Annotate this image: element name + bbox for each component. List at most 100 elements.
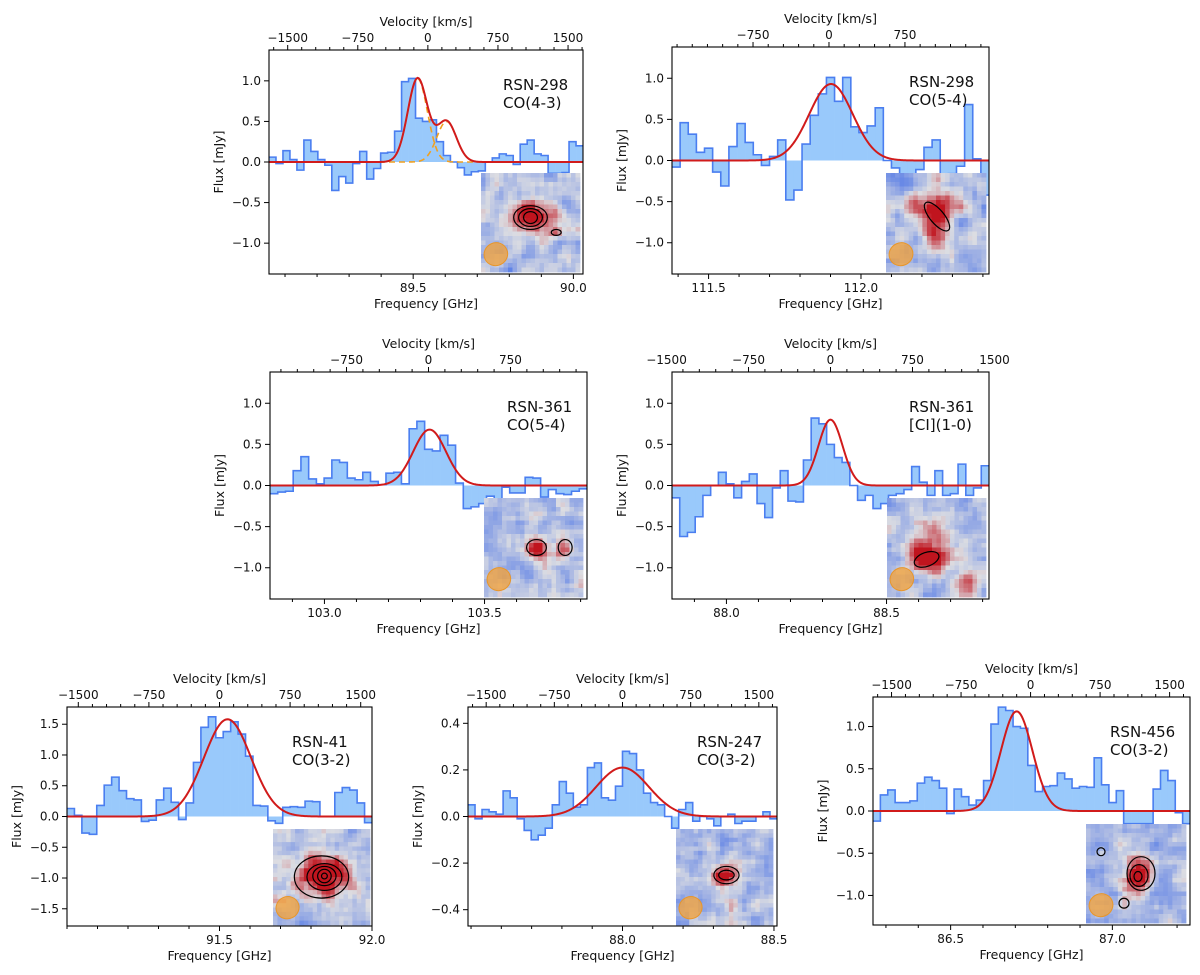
inset-pixel (904, 236, 910, 241)
inset-pixel (890, 186, 896, 192)
inset-pixel (676, 829, 681, 834)
inset-pixel (299, 868, 305, 874)
inset-pixel (1149, 896, 1155, 901)
inset-pixel (899, 182, 905, 187)
histogram-bar (942, 485, 951, 496)
inset-pixel (356, 877, 362, 882)
inset-pixel (1086, 896, 1091, 901)
inset-pixel (524, 534, 530, 539)
inset-pixel (490, 218, 495, 223)
inset-pixel (728, 859, 734, 865)
inset-pixel (1172, 914, 1178, 919)
inset-pixel (365, 907, 371, 913)
inset-pixel (913, 204, 919, 210)
inset-pixel (895, 218, 901, 223)
inset-pixel (317, 885, 322, 891)
inset-pixel (923, 579, 928, 584)
inset-pixel (968, 498, 973, 503)
inset-pixel (768, 842, 774, 847)
inset-pixel (950, 529, 955, 535)
inset-pixel (954, 186, 960, 192)
inset-pixel (574, 538, 579, 544)
inset-pixel (689, 868, 695, 874)
histogram-bar (517, 485, 526, 493)
inset-pixel (526, 222, 531, 228)
histogram-bar (342, 787, 350, 817)
inset-pixel (702, 885, 708, 891)
inset-pixel (356, 846, 362, 852)
inset-pixel (715, 911, 721, 917)
inset-pixel (724, 920, 730, 926)
inset-pixel (551, 520, 557, 526)
inset-pixel (578, 588, 584, 593)
inset-pixel (720, 885, 725, 891)
inset-pixel (493, 511, 498, 517)
inset-pixel (733, 850, 739, 856)
inset-pixel (680, 863, 686, 869)
inset-pixel (484, 579, 489, 584)
inset-pixel (556, 552, 561, 557)
inset-pixel (488, 561, 494, 566)
inset-pixel (1154, 882, 1160, 888)
velocity-tick-label: −750 (330, 353, 363, 367)
inset-pixel (1117, 864, 1123, 870)
inset-pixel (914, 529, 919, 535)
inset-pixel (553, 263, 558, 268)
inset-pixel (733, 846, 739, 852)
inset-pixel (886, 218, 891, 223)
inset-pixel (578, 498, 584, 503)
inset-pixel (361, 907, 366, 913)
inset-pixel (1122, 860, 1128, 865)
inset-pixel (768, 868, 774, 874)
histogram-bar (891, 160, 900, 168)
inset-pixel (1167, 873, 1173, 879)
histogram-bar (685, 802, 694, 817)
inset-pixel (689, 881, 695, 887)
inset-pixel (720, 872, 725, 878)
inset-pixel (932, 538, 937, 544)
inset-pixel (499, 227, 504, 232)
inset-pixel (899, 231, 905, 237)
inset-pixel (940, 258, 946, 264)
inset-pixel (1126, 891, 1132, 897)
histogram-bar (650, 802, 658, 817)
inset-pixel (890, 236, 896, 241)
inset-pixel (895, 209, 901, 214)
inset-pixel (502, 543, 507, 548)
inset-pixel (273, 829, 278, 834)
inset-pixel (481, 213, 486, 219)
inset-pixel (1122, 918, 1128, 924)
inset-pixel (981, 525, 987, 530)
inset-pixel (524, 565, 530, 571)
inset-pixel (512, 236, 518, 241)
inset-pixel (676, 859, 681, 865)
inset-pixel (365, 903, 371, 908)
inset-pixel (484, 511, 489, 517)
inset-pixel (334, 837, 340, 843)
inset-pixel (746, 907, 752, 913)
inset-pixel (904, 227, 910, 232)
inset-pixel (1104, 860, 1110, 865)
y-tick-label: 0.0 (645, 479, 664, 493)
inset-pixel (728, 907, 734, 913)
inset-pixel (361, 868, 366, 874)
inset-pixel (499, 218, 504, 223)
inset-pixel (926, 236, 932, 241)
inset-pixel (1117, 837, 1123, 843)
inset-pixel (533, 556, 539, 562)
inset-pixel (896, 547, 901, 553)
inset-pixel (755, 842, 761, 847)
inset-pixel (512, 182, 518, 187)
inset-pixel (488, 511, 494, 517)
inset-pixel (945, 547, 951, 553)
inset-pixel (914, 534, 919, 539)
inset-pixel (485, 186, 491, 192)
inset-pixel (542, 561, 548, 566)
inset-pixel (497, 534, 503, 539)
inset-pixel (972, 588, 978, 593)
inset-pixel (1117, 878, 1123, 883)
inset-pixel (887, 556, 892, 562)
inset-pixel (578, 525, 584, 530)
histogram-bar (954, 789, 962, 811)
